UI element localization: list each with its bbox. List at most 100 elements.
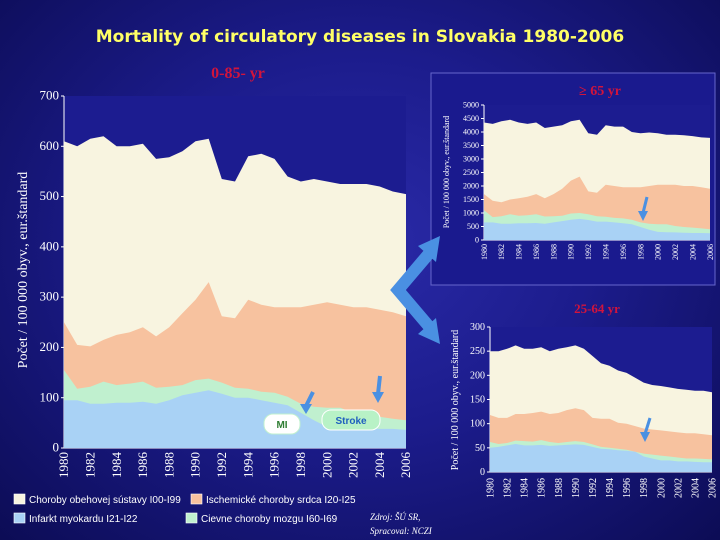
inset-65-y-tick-label: 3500 bbox=[463, 141, 479, 150]
mi-annotation: MI bbox=[276, 420, 287, 431]
inset-2564-x-tick-label: 1988 bbox=[554, 478, 565, 498]
inset-2564-x-tick-label: 2004 bbox=[690, 478, 701, 498]
stroke-annotation: Stroke bbox=[335, 416, 367, 427]
inset-2564-y-tick-label: 250 bbox=[470, 346, 485, 357]
inset-65-x-tick-label: 1980 bbox=[480, 244, 489, 260]
main-y-axis-label: Počet / 100 000 obyv., eur.štandard bbox=[16, 172, 31, 369]
legend-item-total: Choroby obehovej sústavy I00-I99 bbox=[13, 493, 181, 506]
main-y-tick-label: 700 bbox=[40, 88, 60, 103]
inset-65-x-tick-label: 1982 bbox=[497, 244, 506, 260]
main-y-tick-label: 100 bbox=[40, 389, 60, 404]
inset-65-x-tick-label: 2004 bbox=[688, 244, 697, 260]
main-x-tick-label: 1996 bbox=[267, 452, 282, 479]
inset-2564-y-tick-label: 150 bbox=[470, 395, 485, 406]
legend: Choroby obehovej sústavy I00-I99 Ischemi… bbox=[13, 493, 356, 525]
legend-label-ihd: Ischemické choroby srdca I20-I25 bbox=[206, 495, 356, 506]
main-x-tick-label: 1998 bbox=[293, 452, 308, 478]
mi-annotation-box bbox=[263, 413, 301, 435]
inset-65-x-tick-label: 1990 bbox=[567, 244, 576, 260]
inset-65-y-tick-label: 2000 bbox=[463, 181, 479, 190]
main-x-tick-label: 1984 bbox=[109, 452, 124, 479]
inset-65-y-tick-label: 1500 bbox=[463, 195, 479, 204]
inset-2564-y-ticks: 0 50 100 150 200 250 300 bbox=[470, 322, 490, 478]
legend-swatch-mi bbox=[13, 512, 26, 524]
inset-2564-title: 25-64 yr bbox=[574, 301, 620, 316]
mi-arrow-icon bbox=[300, 391, 315, 414]
main-y-tick-label: 500 bbox=[40, 188, 60, 203]
legend-swatch-total bbox=[13, 493, 26, 505]
inset-65-x-tick-label: 1994 bbox=[602, 244, 611, 260]
inset-2564-x-tick-label: 2006 bbox=[708, 478, 719, 498]
inset-65-x-tick-label: 1988 bbox=[549, 244, 558, 260]
inset-65-x-tick-label: 1996 bbox=[619, 244, 628, 260]
main-x-tick-label: 1980 bbox=[56, 452, 71, 478]
inset-65-plot-areas bbox=[484, 119, 710, 240]
inset-2564-plot-areas bbox=[490, 345, 712, 472]
main-chart: 0-85- yr Počet / 100 000 obyv., eur.štan… bbox=[16, 65, 413, 478]
legend-label-cerebro: Cievne choroby mozgu I60-I69 bbox=[201, 514, 338, 525]
inset-65-arrow-icon bbox=[638, 196, 649, 221]
inset-65-y-tick-label: 4000 bbox=[463, 127, 479, 136]
main-x-tick-label: 2006 bbox=[398, 452, 413, 479]
main-y-tick-label: 400 bbox=[40, 238, 60, 253]
main-area-mi bbox=[64, 390, 406, 448]
legend-item-mi: Infarkt myokardu I21-I22 bbox=[13, 512, 138, 525]
main-chart-title: 0-85- yr bbox=[211, 65, 265, 82]
inset-65-title: ≥ 65 yr bbox=[579, 84, 621, 99]
legend-label-total: Choroby obehovej sústavy I00-I99 bbox=[29, 495, 181, 506]
inset-65-y-tick-label: 3000 bbox=[463, 154, 479, 163]
source-line-1: Zdroj: ŠÚ SR, bbox=[370, 512, 420, 522]
inset-2564-x-tick-label: 1984 bbox=[520, 478, 531, 498]
inset-2564-x-tick-label: 1990 bbox=[571, 478, 582, 498]
main-x-tick-label: 2000 bbox=[319, 452, 334, 478]
inset-65-x-tick-label: 1984 bbox=[515, 244, 524, 260]
inset-2564-x-tick-label: 1998 bbox=[639, 478, 650, 498]
inset-2564-x-tick-label: 1992 bbox=[588, 478, 599, 498]
main-y-tick-label: 300 bbox=[40, 289, 60, 304]
stroke-annotation-box bbox=[321, 409, 381, 431]
inset-65-x-tick-label: 2000 bbox=[654, 244, 663, 260]
inset-2564-area-mi bbox=[490, 444, 712, 472]
legend-swatch-ihd bbox=[190, 493, 203, 505]
main-x-ticks: 1980 1982 1984 1986 1988 1990 1992 1994 1996 1998… bbox=[56, 452, 413, 479]
inset-2564-x-ticks: 1980 1982 1984 1986 1988 1990 1992 1994 1996 1998… bbox=[486, 478, 719, 498]
main-x-tick-label: 1990 bbox=[188, 452, 203, 478]
inset-65-area-mi bbox=[484, 218, 710, 240]
main-x-tick-label: 1992 bbox=[214, 452, 229, 478]
inset-65-x-tick-label: 1986 bbox=[532, 244, 541, 260]
inset-2564-y-tick-label: 50 bbox=[475, 443, 485, 454]
main-x-tick-label: 2004 bbox=[372, 452, 387, 479]
inset-2564-x-tick-label: 2000 bbox=[656, 478, 667, 498]
main-x-tick-label: 1988 bbox=[161, 452, 176, 478]
bracket-arrows-icon bbox=[390, 236, 440, 344]
inset-2564-x-tick-label: 1986 bbox=[537, 478, 548, 498]
main-x-tick-label: 2002 bbox=[346, 452, 361, 478]
legend-swatch-cerebro bbox=[185, 512, 198, 524]
inset-2564-x-tick-label: 1994 bbox=[605, 478, 616, 498]
inset-2564-y-tick-label: 100 bbox=[470, 419, 485, 430]
main-y-tick-label: 200 bbox=[40, 339, 60, 354]
main-x-tick-label: 1982 bbox=[83, 452, 98, 478]
inset-65-x-ticks: 1980 1982 1984 1986 1988 1990 1992 1994 1996 1998… bbox=[480, 244, 715, 260]
inset-2564-y-tick-label: 200 bbox=[470, 370, 485, 381]
inset-2564-x-tick-label: 1996 bbox=[622, 478, 633, 498]
legend-item-cerebro: Cievne choroby mozgu I60-I69 bbox=[185, 512, 338, 525]
source-line-2: Spracoval: NCZI bbox=[370, 526, 433, 536]
main-y-tick-label: 600 bbox=[40, 138, 60, 153]
inset-2564-x-tick-label: 1980 bbox=[486, 478, 497, 498]
inset-65-y-tick-label: 500 bbox=[467, 222, 479, 231]
inset-65-y-tick-label: 0 bbox=[475, 235, 479, 244]
inset-65-x-tick-label: 2002 bbox=[671, 244, 680, 260]
inset-65-y-tick-label: 2500 bbox=[463, 168, 479, 177]
main-y-tick-label: 0 bbox=[53, 440, 60, 455]
legend-label-mi: Infarkt myokardu I21-I22 bbox=[29, 514, 138, 525]
legend-item-ihd: Ischemické choroby srdca I20-I25 bbox=[190, 493, 356, 506]
inset-2564-y-tick-label: 300 bbox=[470, 322, 485, 333]
slide-title: Mortality of circulatory diseases in Slo… bbox=[96, 27, 624, 47]
inset-65-y-axis-label: Počet / 100 000 obyv., eur.štandard bbox=[442, 116, 451, 228]
inset-2564-arrow-icon bbox=[640, 417, 652, 442]
inset-65-x-tick-label: 1992 bbox=[584, 244, 593, 260]
inset-2564-x-tick-label: 1982 bbox=[503, 478, 514, 498]
stroke-arrow-icon bbox=[372, 375, 384, 403]
